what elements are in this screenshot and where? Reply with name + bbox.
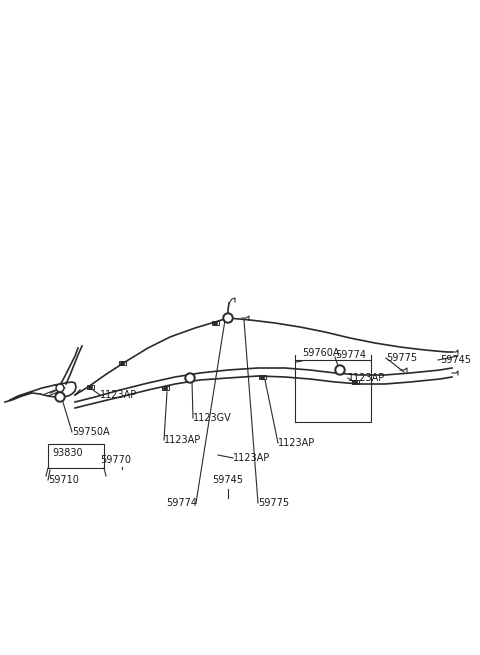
Text: 1123GV: 1123GV [193, 413, 232, 423]
Circle shape [57, 394, 63, 400]
Text: 1123AP: 1123AP [348, 373, 385, 383]
Circle shape [55, 392, 65, 402]
Text: 59710: 59710 [48, 475, 79, 485]
Circle shape [187, 375, 193, 381]
Text: 1123AP: 1123AP [164, 435, 201, 445]
Bar [161, 386, 168, 390]
Bar [259, 375, 265, 379]
Text: 1123AP: 1123AP [100, 390, 137, 400]
Text: 1123AP: 1123AP [278, 438, 315, 448]
Text: 59775: 59775 [386, 353, 417, 363]
Text: 59774: 59774 [335, 350, 366, 360]
Bar [212, 320, 218, 326]
Circle shape [58, 386, 62, 390]
Text: 59750A: 59750A [72, 427, 109, 437]
Text: 59774: 59774 [166, 498, 197, 508]
Bar [86, 384, 94, 390]
Bar [295, 360, 371, 422]
Text: 1123AP: 1123AP [233, 453, 270, 463]
Circle shape [225, 315, 231, 321]
Circle shape [223, 313, 233, 323]
Circle shape [337, 367, 343, 373]
Text: 59770: 59770 [100, 455, 132, 465]
Text: 59760A: 59760A [302, 348, 339, 358]
Text: 93830: 93830 [52, 448, 83, 458]
Circle shape [56, 384, 64, 392]
Text: 59745: 59745 [440, 355, 471, 365]
Bar [119, 360, 125, 365]
Text: 59775: 59775 [258, 498, 289, 508]
Circle shape [185, 373, 195, 383]
Bar [351, 379, 359, 384]
Text: 59745: 59745 [213, 475, 243, 485]
Circle shape [335, 365, 345, 375]
Bar [48, 444, 104, 468]
